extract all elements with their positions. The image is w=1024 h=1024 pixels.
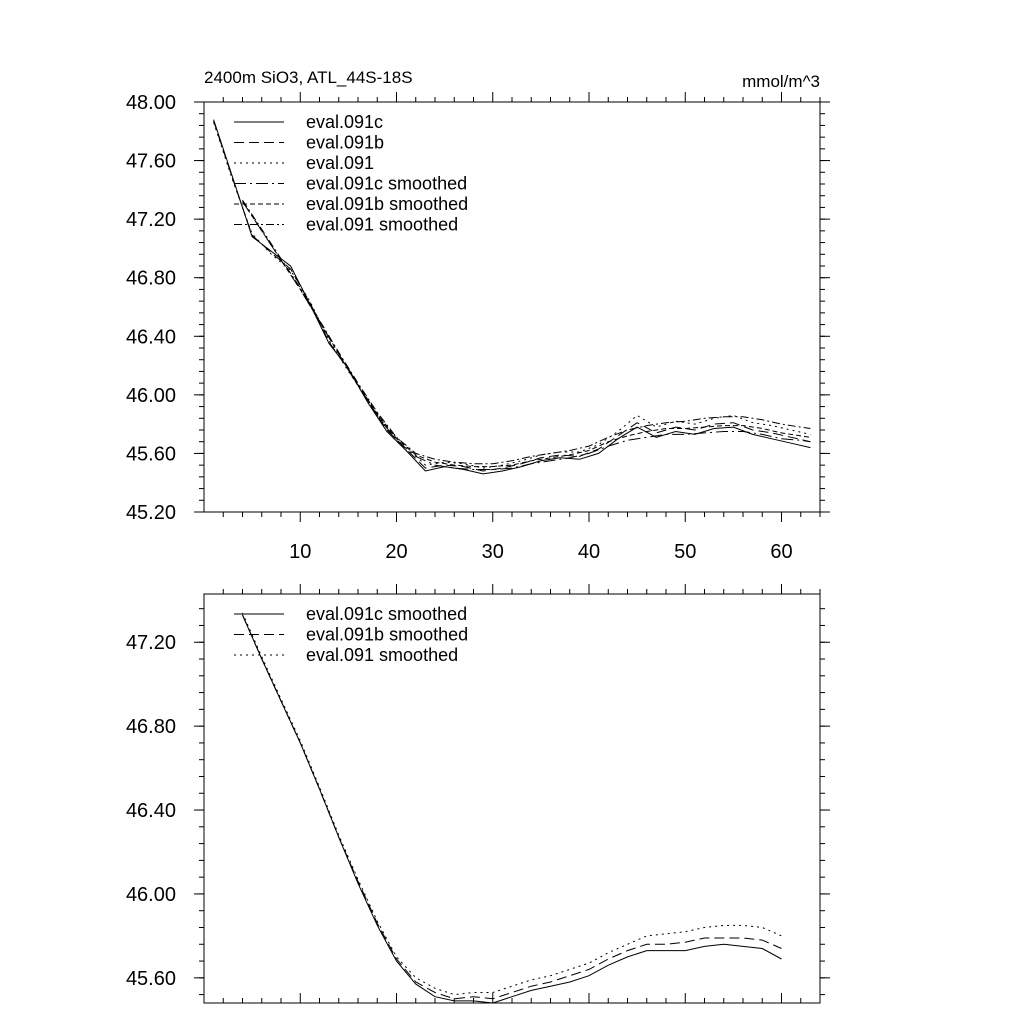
y-tick-label: 46.80 (126, 268, 176, 290)
series-line-eval-091c-smoothed (242, 201, 811, 470)
legend-label: eval.091 smoothed (306, 645, 458, 665)
x-tick-label: 20 (385, 541, 407, 563)
y-tick-label: 47.60 (126, 151, 176, 173)
series-line-eval-091c (213, 119, 811, 475)
y-tick-label: 47.20 (126, 632, 176, 654)
series-line-eval-091b-smoothed (242, 614, 782, 1000)
y-tick-label: 47.20 (126, 209, 176, 231)
x-tick-label: 50 (674, 541, 696, 563)
x-tick-label: 60 (770, 541, 792, 563)
series-line-eval-091b (213, 120, 811, 472)
panel-2: 45.60 46.00 46.40 46.80 47.20 eval.091c smoot… (126, 584, 830, 1004)
legend-label: eval.091b (306, 133, 384, 153)
legend-label: eval.091 (306, 153, 374, 173)
series-line-eval-091 (213, 122, 811, 469)
legend-label: eval.091b smoothed (306, 194, 468, 214)
panel-1: 45.20 45.60 46.00 46.40 46.80 47.20 47.60 48.00… (126, 92, 830, 563)
y-tick-label: 46.80 (126, 716, 176, 738)
plot-frame (203, 593, 821, 1004)
y-tick-label: 45.20 (126, 502, 176, 524)
y-tick-label: 46.00 (126, 385, 176, 407)
y-tick-label: 45.60 (126, 443, 176, 465)
legend-label: eval.091c (306, 112, 383, 132)
legend-label: eval.091 smoothed (306, 215, 458, 235)
chart-title: 2400m SiO3, ATL_44S-18S (204, 68, 413, 87)
series-line-eval-091-smoothed (242, 199, 811, 465)
y-tick-label: 46.40 (126, 326, 176, 348)
series-line-eval-091-smoothed (242, 612, 782, 996)
y-tick-label: 45.60 (126, 968, 176, 990)
legend-label: eval.091c smoothed (306, 604, 467, 624)
series-line-eval-091c-smoothed (242, 614, 782, 1003)
y-tick-label: 46.40 (126, 800, 176, 822)
y-tick-label: 46.00 (126, 884, 176, 906)
legend-label: eval.091b smoothed (306, 625, 468, 645)
plot-frame (203, 101, 821, 513)
x-tick-label: 40 (578, 541, 600, 563)
legend-label: eval.091c smoothed (306, 174, 467, 194)
x-tick-label: 30 (482, 541, 504, 563)
x-tick-label: 10 (289, 541, 311, 563)
y-tick-label: 48.00 (126, 92, 176, 114)
chart-units-label: mmol/m^3 (742, 72, 820, 91)
series-line-eval-091b-smoothed (242, 201, 811, 468)
